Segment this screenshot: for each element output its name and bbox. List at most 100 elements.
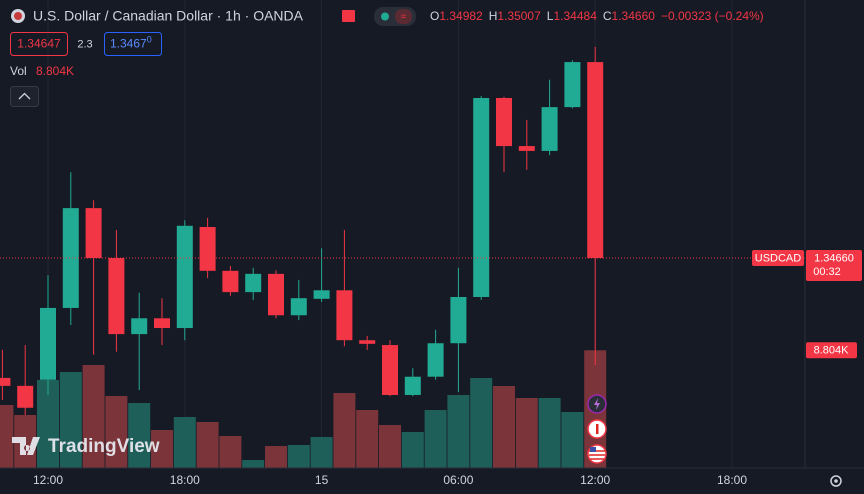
watermark-logo [12, 437, 40, 455]
candle-body [131, 318, 148, 335]
volume-bar [379, 424, 401, 468]
candle-body [404, 376, 421, 395]
candle-body [450, 296, 467, 344]
volume-tag-text: 8.804K [814, 345, 850, 357]
candle-body [176, 225, 193, 329]
status-wave-glyph: ≈ [401, 12, 407, 23]
candle-body [62, 208, 79, 308]
legend-value: 1.34484 [553, 9, 597, 23]
candle-body [108, 258, 125, 335]
volume-bar [173, 417, 196, 468]
x-tick-label: 12:00 [580, 473, 610, 487]
collapse-button[interactable] [10, 86, 39, 107]
price-tag [806, 250, 862, 282]
volume-bar [447, 394, 470, 468]
candle-body [40, 307, 56, 380]
countdown: 00:32 [813, 266, 841, 278]
settings-button[interactable] [830, 475, 842, 487]
volume-bar [287, 445, 310, 468]
candle-body [222, 270, 239, 293]
volume-tag [806, 342, 857, 359]
legend-value: 1.35007 [497, 9, 541, 23]
candle-body [199, 227, 216, 271]
candle-body [587, 62, 604, 259]
flag-icon[interactable] [342, 10, 355, 22]
us-flag-canton [590, 447, 596, 452]
legend-label: H [489, 9, 498, 23]
volume-bar [59, 371, 82, 468]
legend-label: L [547, 9, 554, 23]
overlay: USDCAD 1.34660 00:32 8.804K [0, 250, 862, 359]
collapse-icon [18, 92, 31, 100]
chart-title[interactable]: U.S. Dollar / Canadian Dollar · 1h · OAN… [33, 8, 304, 24]
symbol-tag [752, 250, 804, 267]
candle-body [564, 62, 581, 108]
ask-main: 1.3467 [110, 37, 147, 51]
settings-dot [834, 479, 838, 483]
volume-bar [128, 402, 151, 468]
legend-value: 1.34982 [439, 9, 483, 23]
volume-bar [151, 429, 173, 468]
x-tick-label: 06:00 [443, 473, 473, 487]
candle-body [0, 377, 11, 386]
candle-body [359, 340, 376, 344]
ohlc-legend: O1.34982 H1.35007 L1.34484 C1.34660 −0.00323… [430, 9, 764, 23]
x-tick-label: 12:00 [33, 473, 63, 487]
candles [0, 46, 604, 416]
volume-bar [356, 409, 379, 468]
bid-price: 1.34647 [17, 37, 61, 51]
symbol-icon-inner [14, 12, 22, 20]
candle-body [541, 107, 558, 151]
volume-bar [82, 364, 105, 468]
spread: 2.3 [77, 38, 92, 50]
volume-bar [538, 398, 561, 468]
ask-price: 1.34670 [110, 35, 152, 51]
ask-sup: 0 [147, 35, 152, 45]
candle-body [17, 385, 34, 408]
volume-bar [424, 409, 447, 468]
event-glyph [594, 398, 600, 410]
candle-body [245, 273, 262, 293]
volume-bar [333, 392, 356, 468]
bid-box[interactable] [10, 32, 68, 56]
legend-label: C [603, 9, 612, 23]
volume-bar [37, 379, 59, 468]
x-tick-label: 15 [315, 473, 329, 487]
watermark-text: TradingView [48, 436, 160, 457]
volume-bar [515, 398, 538, 468]
candle-body [473, 97, 490, 297]
volume-pane [0, 350, 607, 468]
candle-body [154, 318, 170, 329]
volume-bar [561, 412, 584, 468]
volume-bar [196, 422, 219, 468]
legend-label: O [430, 9, 439, 23]
candle-body [85, 208, 102, 259]
volume-label: Vol [10, 64, 27, 78]
x-tick-label: 18:00 [717, 473, 747, 487]
volume-bar [105, 395, 128, 468]
volume-bar [265, 446, 287, 468]
ask-box[interactable] [104, 32, 162, 56]
candle-body [518, 146, 535, 151]
legend-change: −0.00323 (−0.24%) [661, 9, 764, 23]
volume-bar [242, 460, 265, 468]
canada-flag-mark [596, 424, 599, 434]
status-dot [381, 12, 389, 21]
candle-body [290, 298, 307, 316]
candle-body [268, 273, 284, 316]
candle-body [496, 97, 512, 147]
volume-bar [0, 404, 14, 468]
volume-value: 8.804K [36, 64, 74, 78]
legend-value: 1.34660 [612, 9, 656, 23]
candle-body [382, 345, 398, 395]
status-wave [395, 9, 412, 24]
x-tick-label: 18:00 [170, 473, 200, 487]
price-tag-text: 1.34660 [814, 252, 854, 264]
candle-body [313, 290, 330, 299]
volume-bar [219, 436, 242, 468]
volume-bar [470, 377, 493, 468]
volume-bar [310, 437, 333, 468]
volume-bar [401, 432, 424, 468]
